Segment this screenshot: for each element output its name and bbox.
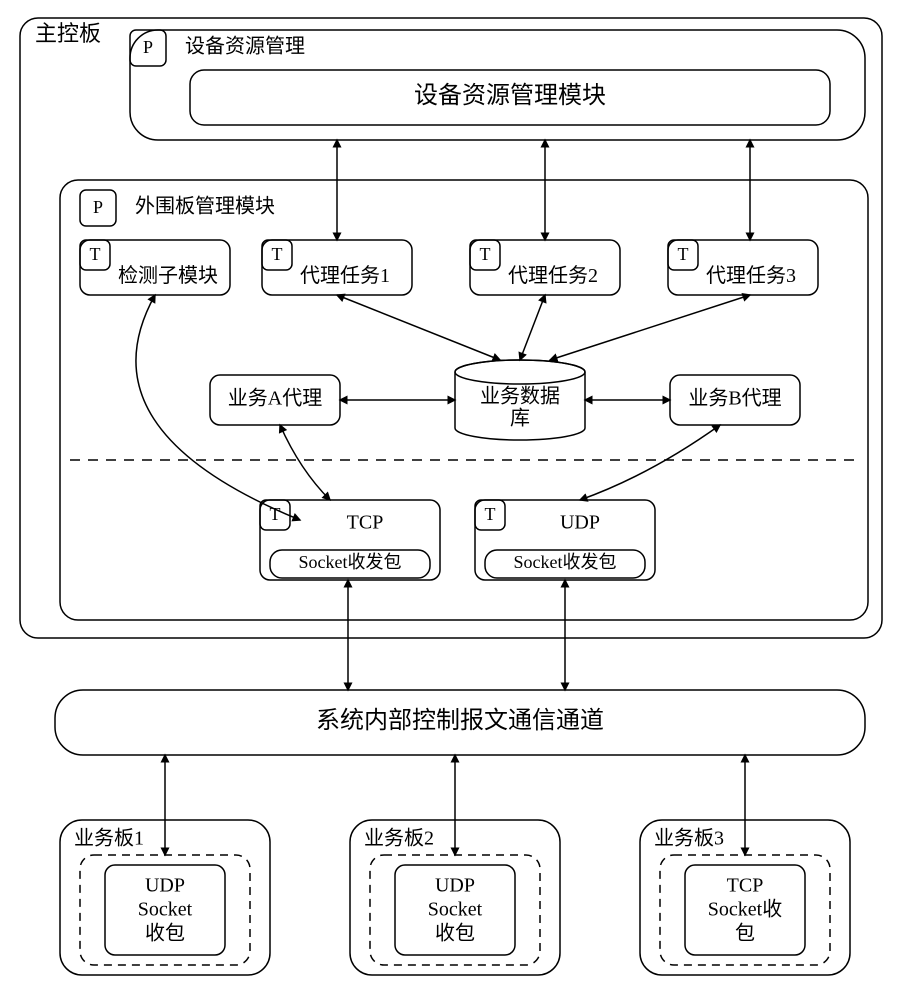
svg-text:P: P <box>143 37 153 57</box>
svg-text:UDP: UDP <box>435 875 475 897</box>
svg-text:Socket收发包: Socket收发包 <box>299 552 402 572</box>
svg-text:业务B代理: 业务B代理 <box>688 387 781 410</box>
svg-text:UDP: UDP <box>145 875 185 897</box>
svg-text:业务数据: 业务数据 <box>480 385 560 408</box>
svg-text:Socket: Socket <box>138 899 193 921</box>
svg-text:T: T <box>485 504 496 524</box>
svg-text:UDP: UDP <box>560 512 600 534</box>
svg-text:Socket: Socket <box>428 899 483 921</box>
svg-text:T: T <box>480 244 491 264</box>
svg-text:设备资源管理模块: 设备资源管理模块 <box>414 82 606 109</box>
svg-text:TCP: TCP <box>347 512 384 534</box>
svg-text:检测子模块: 检测子模块 <box>118 264 218 287</box>
svg-text:系统内部控制报文通信通道: 系统内部控制报文通信通道 <box>316 707 604 734</box>
svg-text:P: P <box>93 197 103 217</box>
svg-text:业务板3: 业务板3 <box>654 827 724 850</box>
svg-text:设备资源管理: 设备资源管理 <box>185 35 305 58</box>
svg-text:Socket收发包: Socket收发包 <box>514 552 617 572</box>
svg-text:T: T <box>678 244 689 264</box>
svg-text:业务板2: 业务板2 <box>364 827 434 850</box>
svg-text:业务A代理: 业务A代理 <box>228 387 322 410</box>
svg-text:Socket收: Socket收 <box>708 898 782 921</box>
svg-text:代理任务3: 代理任务3 <box>706 264 796 287</box>
svg-text:T: T <box>90 244 101 264</box>
svg-text:主控板: 主控板 <box>35 21 101 46</box>
svg-text:收包: 收包 <box>145 922 185 945</box>
svg-text:收包: 收包 <box>435 922 475 945</box>
svg-text:代理任务1: 代理任务1 <box>300 264 390 287</box>
svg-text:库: 库 <box>510 407 530 430</box>
svg-text:业务板1: 业务板1 <box>74 827 144 850</box>
architecture-diagram: 主控板P设备资源管理设备资源管理模块P外围板管理模块T检测子模块T代理任务1T代… <box>0 0 902 1000</box>
svg-text:T: T <box>272 244 283 264</box>
svg-text:包: 包 <box>735 922 755 945</box>
svg-text:代理任务2: 代理任务2 <box>508 264 598 287</box>
svg-text:TCP: TCP <box>727 875 764 897</box>
svg-text:外围板管理模块: 外围板管理模块 <box>135 195 275 218</box>
